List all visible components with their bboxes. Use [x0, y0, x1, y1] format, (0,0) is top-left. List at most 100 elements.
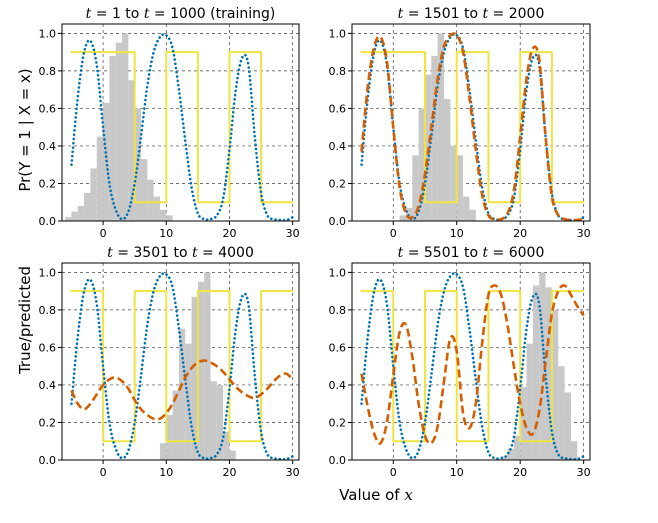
- hist-bar: [444, 99, 451, 221]
- y-tick-label: 0.2: [329, 416, 347, 429]
- y-tick-label: 0.2: [39, 416, 57, 429]
- hist-bar: [197, 281, 205, 460]
- x-tick-label: 0: [390, 466, 397, 479]
- hist-bar: [172, 390, 179, 460]
- x-tick-label: 10: [159, 227, 173, 240]
- hist-bar: [507, 448, 514, 460]
- x-tick-label: 30: [577, 227, 591, 240]
- hist-bar: [122, 33, 129, 221]
- y-tick-label: 0.6: [329, 341, 347, 354]
- y-tick-label: 0.4: [329, 379, 347, 392]
- y-tick-label: 0.6: [39, 102, 57, 115]
- hist-bar: [77, 205, 85, 221]
- x-tick-label: 0: [100, 227, 107, 240]
- hist-bar: [551, 309, 559, 460]
- axes-frame: [351, 262, 591, 461]
- x-tick-label: 20: [222, 466, 236, 479]
- y-tick-label: 0.8: [39, 304, 57, 317]
- series-model: [70, 271, 294, 460]
- hist-bar: [128, 80, 135, 221]
- axes-frame: [61, 23, 300, 222]
- axes-frame: [351, 23, 591, 222]
- hist-bar: [469, 209, 476, 221]
- panel-4: 0 10 20 30 0.0 0.2 0.4 0.6 0.8 1.0 t = 5501 to t =…: [329, 245, 591, 479]
- panel-2: 0 10 20 30 0.0 0.2 0.4 0.6 0.8 1.0 t = 1501 to t =…: [329, 6, 591, 240]
- x-tick-label: 30: [286, 227, 300, 240]
- y-tick-label: 1.0: [329, 27, 347, 40]
- hist-bar: [558, 366, 565, 460]
- hist-bar: [178, 328, 186, 460]
- y-tick-label: 0.6: [39, 341, 57, 354]
- series-predicted: [360, 32, 584, 221]
- hist-bar: [166, 414, 173, 460]
- series-true: [70, 290, 294, 443]
- y-tick-label: 0.8: [329, 304, 347, 317]
- hist-bar: [501, 456, 508, 460]
- hist-bar: [153, 196, 160, 221]
- hist-bar: [204, 272, 211, 460]
- x-tick-label: 20: [513, 466, 527, 479]
- y-tick-label: 0.8: [329, 65, 347, 78]
- panels-group: 0 10 20 30 0.0 0.2 0.4 0.6 0.8 1.0 t = 1 to t = 10…: [39, 6, 591, 479]
- series-predicted: [360, 284, 585, 445]
- hist-bar: [159, 443, 167, 460]
- hist-bar: [159, 209, 167, 221]
- hist-bar: [216, 384, 224, 460]
- y-axis-label-top: Pr(Y = 1 | X = x): [16, 68, 34, 191]
- y-tick-label: 0.4: [329, 140, 347, 153]
- plot-area: [360, 271, 585, 460]
- y-tick-label: 0.6: [329, 102, 347, 115]
- hist-bar: [223, 431, 230, 460]
- plot-area: [70, 271, 294, 460]
- hist-bar: [71, 211, 78, 221]
- hist-bar: [191, 296, 198, 460]
- hist-bar: [65, 217, 72, 221]
- hist-bar: [90, 168, 97, 221]
- hist-bar: [166, 215, 173, 221]
- y-tick-label: 0.2: [39, 177, 57, 190]
- plot-area: [65, 32, 294, 221]
- hist-bar: [399, 215, 406, 221]
- y-axis-label-bottom: True/predicted: [16, 266, 34, 375]
- panel-title: t = 1501 to t = 2000: [398, 6, 545, 22]
- y-tick-label: 1.0: [329, 266, 347, 279]
- y-tick-label: 0.8: [39, 65, 57, 78]
- hist-bar: [418, 108, 425, 221]
- x-tick-label: 20: [513, 227, 527, 240]
- plot-area: [360, 32, 585, 221]
- y-tick-label: 0.0: [329, 215, 347, 228]
- hist-bar: [210, 381, 217, 460]
- hist-bar: [513, 435, 521, 460]
- hist-bar: [570, 441, 578, 460]
- y-tick-label: 1.0: [39, 27, 57, 40]
- hist-bar: [109, 55, 116, 221]
- hist-bar: [229, 450, 236, 460]
- axes-frame: [61, 262, 300, 461]
- hist-bar: [456, 155, 464, 221]
- hist-bar: [532, 285, 540, 460]
- x-tick-label: 20: [222, 227, 236, 240]
- hist-bar: [141, 159, 148, 221]
- series-true: [360, 290, 585, 443]
- x-axis-label: Value of x: [339, 486, 413, 504]
- x-tick-label: 30: [577, 466, 591, 479]
- series-predicted: [70, 359, 294, 421]
- hist-bar: [463, 196, 470, 221]
- hist-bar: [564, 392, 571, 460]
- y-tick-label: 0.0: [39, 454, 57, 467]
- y-tick-label: 0.0: [329, 454, 347, 467]
- hist-bar: [526, 343, 533, 460]
- y-tick-label: 0.4: [39, 379, 57, 392]
- hist-bar: [450, 145, 457, 221]
- x-tick-label: 10: [450, 227, 464, 240]
- hist-bar: [520, 386, 527, 460]
- hist-bar: [84, 192, 91, 221]
- hist-bar: [431, 55, 438, 221]
- hist-bar: [96, 136, 104, 221]
- panel-1: 0 10 20 30 0.0 0.2 0.4 0.6 0.8 1.0 t = 1 to t = 10…: [39, 6, 300, 240]
- y-tick-label: 0.4: [39, 140, 57, 153]
- hist-bar: [115, 42, 123, 221]
- panel-title: t = 1 to t = 1000 (training): [86, 6, 276, 22]
- y-tick-label: 1.0: [39, 266, 57, 279]
- x-tick-label: 30: [286, 466, 300, 479]
